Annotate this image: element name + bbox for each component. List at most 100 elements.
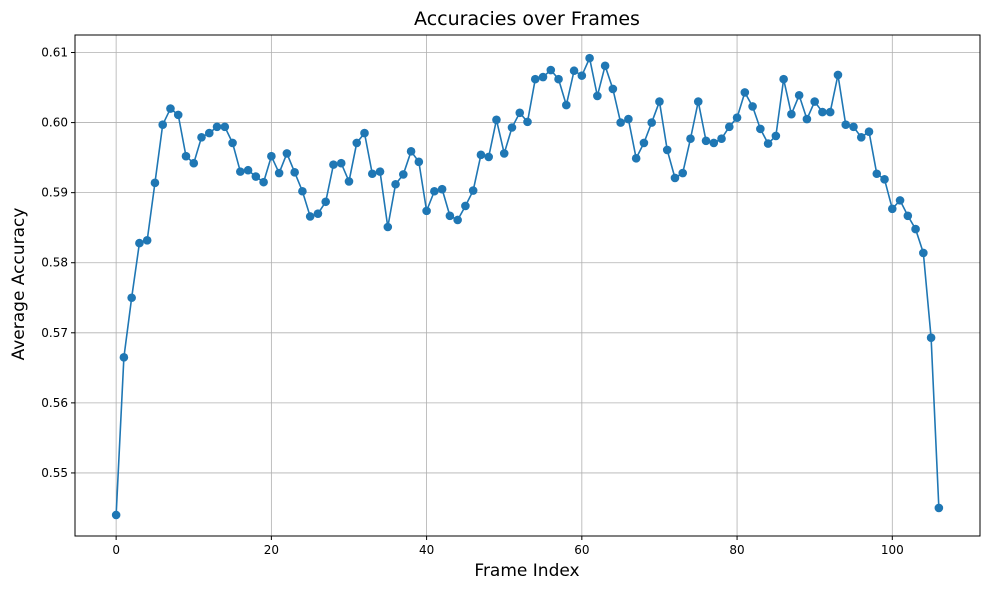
y-tick-label: 0.55	[41, 466, 68, 480]
data-point	[259, 177, 268, 187]
data-point	[445, 211, 455, 221]
data-point	[911, 224, 920, 234]
data-point	[709, 138, 719, 148]
data-point	[367, 169, 377, 179]
y-axis-ticks: 0.55 0.56 0.57 0.58 0.59 0.60 0.61	[41, 46, 75, 480]
data-point	[282, 149, 292, 158]
data-point	[577, 71, 587, 80]
x-tick-label: 100	[881, 543, 904, 557]
data-point	[818, 107, 827, 117]
chart-title: Accuracies over Frames	[414, 8, 640, 30]
data-point	[678, 168, 688, 178]
x-tick-label: 80	[729, 543, 744, 557]
data-point	[158, 120, 168, 129]
data-point	[647, 118, 656, 127]
data-point	[336, 158, 346, 168]
data-point	[166, 104, 175, 113]
data-point	[849, 122, 858, 132]
data-point	[523, 117, 532, 127]
data-point	[701, 136, 711, 146]
x-axis-ticks: 0 20 40 60 80 100	[112, 536, 904, 557]
data-point	[748, 102, 757, 111]
y-tick-label: 0.58	[41, 256, 68, 270]
data-point	[329, 160, 338, 169]
data-point	[150, 178, 160, 188]
data-point	[856, 133, 866, 142]
data-point	[810, 97, 819, 106]
data-point	[926, 333, 936, 343]
data-point	[344, 177, 354, 186]
y-tick-label: 0.61	[41, 46, 68, 60]
data-point	[585, 53, 594, 63]
data-point	[593, 91, 602, 101]
y-tick-label: 0.59	[41, 186, 68, 200]
gridlines	[75, 35, 980, 536]
x-tick-label: 20	[264, 543, 279, 557]
data-point	[119, 353, 129, 362]
data-point	[173, 110, 183, 120]
data-point	[538, 72, 548, 82]
data-point	[554, 74, 563, 84]
data-point	[430, 186, 439, 196]
data-point	[437, 184, 447, 194]
data-point	[624, 114, 633, 124]
data-point	[802, 114, 812, 124]
data-point	[569, 66, 579, 76]
data-point	[383, 222, 393, 232]
data-point	[313, 209, 323, 218]
data-point	[204, 128, 214, 138]
y-tick-label: 0.57	[41, 326, 68, 340]
data-point	[461, 201, 470, 211]
data-point	[236, 167, 245, 176]
data-point	[142, 236, 152, 245]
data-point	[360, 128, 369, 138]
x-axis-label: Frame Index	[474, 561, 579, 581]
data-point	[919, 248, 928, 258]
data-point	[616, 118, 625, 127]
data-point	[546, 65, 556, 75]
data-point	[220, 122, 230, 132]
data-point	[422, 206, 431, 216]
y-axis-label: Average Accuracy	[9, 208, 29, 361]
data-point	[305, 212, 315, 221]
data-series	[111, 53, 944, 520]
data-point	[600, 61, 610, 71]
y-tick-label: 0.60	[41, 116, 68, 130]
data-point	[492, 115, 501, 125]
data-point	[476, 150, 486, 160]
y-tick-label: 0.56	[41, 396, 68, 410]
x-tick-label: 40	[419, 543, 434, 557]
data-point	[841, 120, 851, 129]
data-point	[662, 145, 672, 155]
data-point	[181, 151, 191, 161]
data-point	[787, 109, 796, 119]
data-point	[686, 134, 695, 144]
data-point	[639, 138, 649, 148]
data-point	[880, 175, 889, 184]
data-point	[608, 84, 618, 94]
data-point	[243, 165, 253, 175]
data-point	[352, 138, 362, 148]
data-point	[887, 204, 897, 214]
data-point	[670, 173, 680, 183]
x-tick-label: 60	[574, 543, 589, 557]
data-point	[655, 97, 664, 106]
data-point	[833, 70, 843, 80]
plot-frame	[74, 34, 981, 537]
data-point	[825, 107, 835, 117]
data-point	[228, 138, 237, 148]
data-point	[631, 154, 641, 163]
data-point	[375, 167, 385, 176]
data-point	[530, 74, 540, 84]
data-point	[864, 127, 874, 136]
data-point	[771, 131, 781, 141]
data-point	[562, 100, 571, 110]
data-point	[267, 151, 276, 161]
data-point	[779, 74, 788, 84]
data-point	[251, 172, 261, 181]
data-point	[298, 186, 307, 196]
data-point	[763, 139, 773, 148]
data-point	[468, 186, 478, 195]
